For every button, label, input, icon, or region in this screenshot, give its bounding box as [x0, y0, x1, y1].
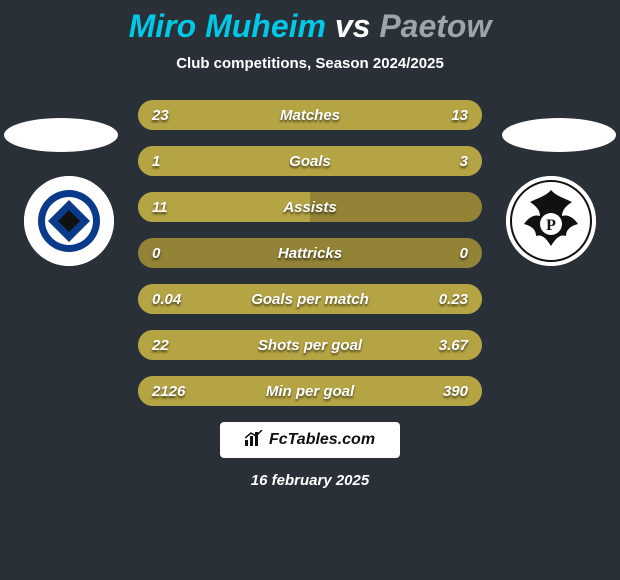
stat-left-value: 11: [152, 199, 168, 216]
stat-row: 2126 Min per goal 390: [138, 376, 482, 406]
footer-date: 16 february 2025: [0, 472, 620, 489]
stat-right-value: 0: [460, 245, 468, 262]
chart-icon: [245, 430, 263, 451]
stat-right-value: 3: [460, 153, 468, 170]
player2-club-badge: P: [506, 176, 596, 266]
stat-left-value: 1: [152, 153, 160, 170]
hsv-badge-icon: [24, 176, 114, 266]
stat-left-value: 0: [152, 245, 160, 262]
stat-label: Min per goal: [266, 383, 354, 400]
stat-label: Shots per goal: [258, 337, 362, 354]
stat-row: 1 Goals 3: [138, 146, 482, 176]
player2-avatar-placeholder: [502, 118, 616, 152]
stat-right-value: 0.23: [439, 291, 468, 308]
stat-right-value: 13: [451, 107, 468, 124]
stat-label: Goals per match: [251, 291, 369, 308]
stat-row: 11 Assists: [138, 192, 482, 222]
stat-fill-right: [310, 146, 482, 176]
stats-list: 23 Matches 13 1 Goals 3 11 Assists 0 Hat…: [138, 100, 482, 406]
player1-name: Miro Muheim: [129, 8, 326, 44]
footer-brand: FcTables.com: [220, 422, 400, 458]
preussen-badge-icon: P: [506, 176, 596, 266]
stat-left-value: 0.04: [152, 291, 181, 308]
vs-label: vs: [335, 8, 371, 44]
stat-left-value: 22: [152, 337, 169, 354]
svg-text:P: P: [546, 217, 556, 234]
stat-label: Assists: [283, 199, 336, 216]
stat-left-value: 2126: [152, 383, 185, 400]
stat-row: 0 Hattricks 0: [138, 238, 482, 268]
stat-row: 22 Shots per goal 3.67: [138, 330, 482, 360]
stat-fill-left: [138, 146, 310, 176]
stat-row: 0.04 Goals per match 0.23: [138, 284, 482, 314]
stat-right-value: 3.67: [439, 337, 468, 354]
stat-label: Goals: [289, 153, 331, 170]
stat-label: Hattricks: [278, 245, 342, 262]
stat-row: 23 Matches 13: [138, 100, 482, 130]
page-title: Miro Muheim vs Paetow: [0, 0, 620, 45]
player1-avatar-placeholder: [4, 118, 118, 152]
stat-right-value: 390: [443, 383, 468, 400]
footer-brand-text: FcTables.com: [269, 431, 375, 449]
comparison-card: Miro Muheim vs Paetow Club competitions,…: [0, 0, 620, 580]
stat-label: Matches: [280, 107, 340, 124]
stat-left-value: 23: [152, 107, 169, 124]
player1-club-badge: [24, 176, 114, 266]
subtitle: Club competitions, Season 2024/2025: [0, 55, 620, 72]
player2-name: Paetow: [379, 8, 491, 44]
